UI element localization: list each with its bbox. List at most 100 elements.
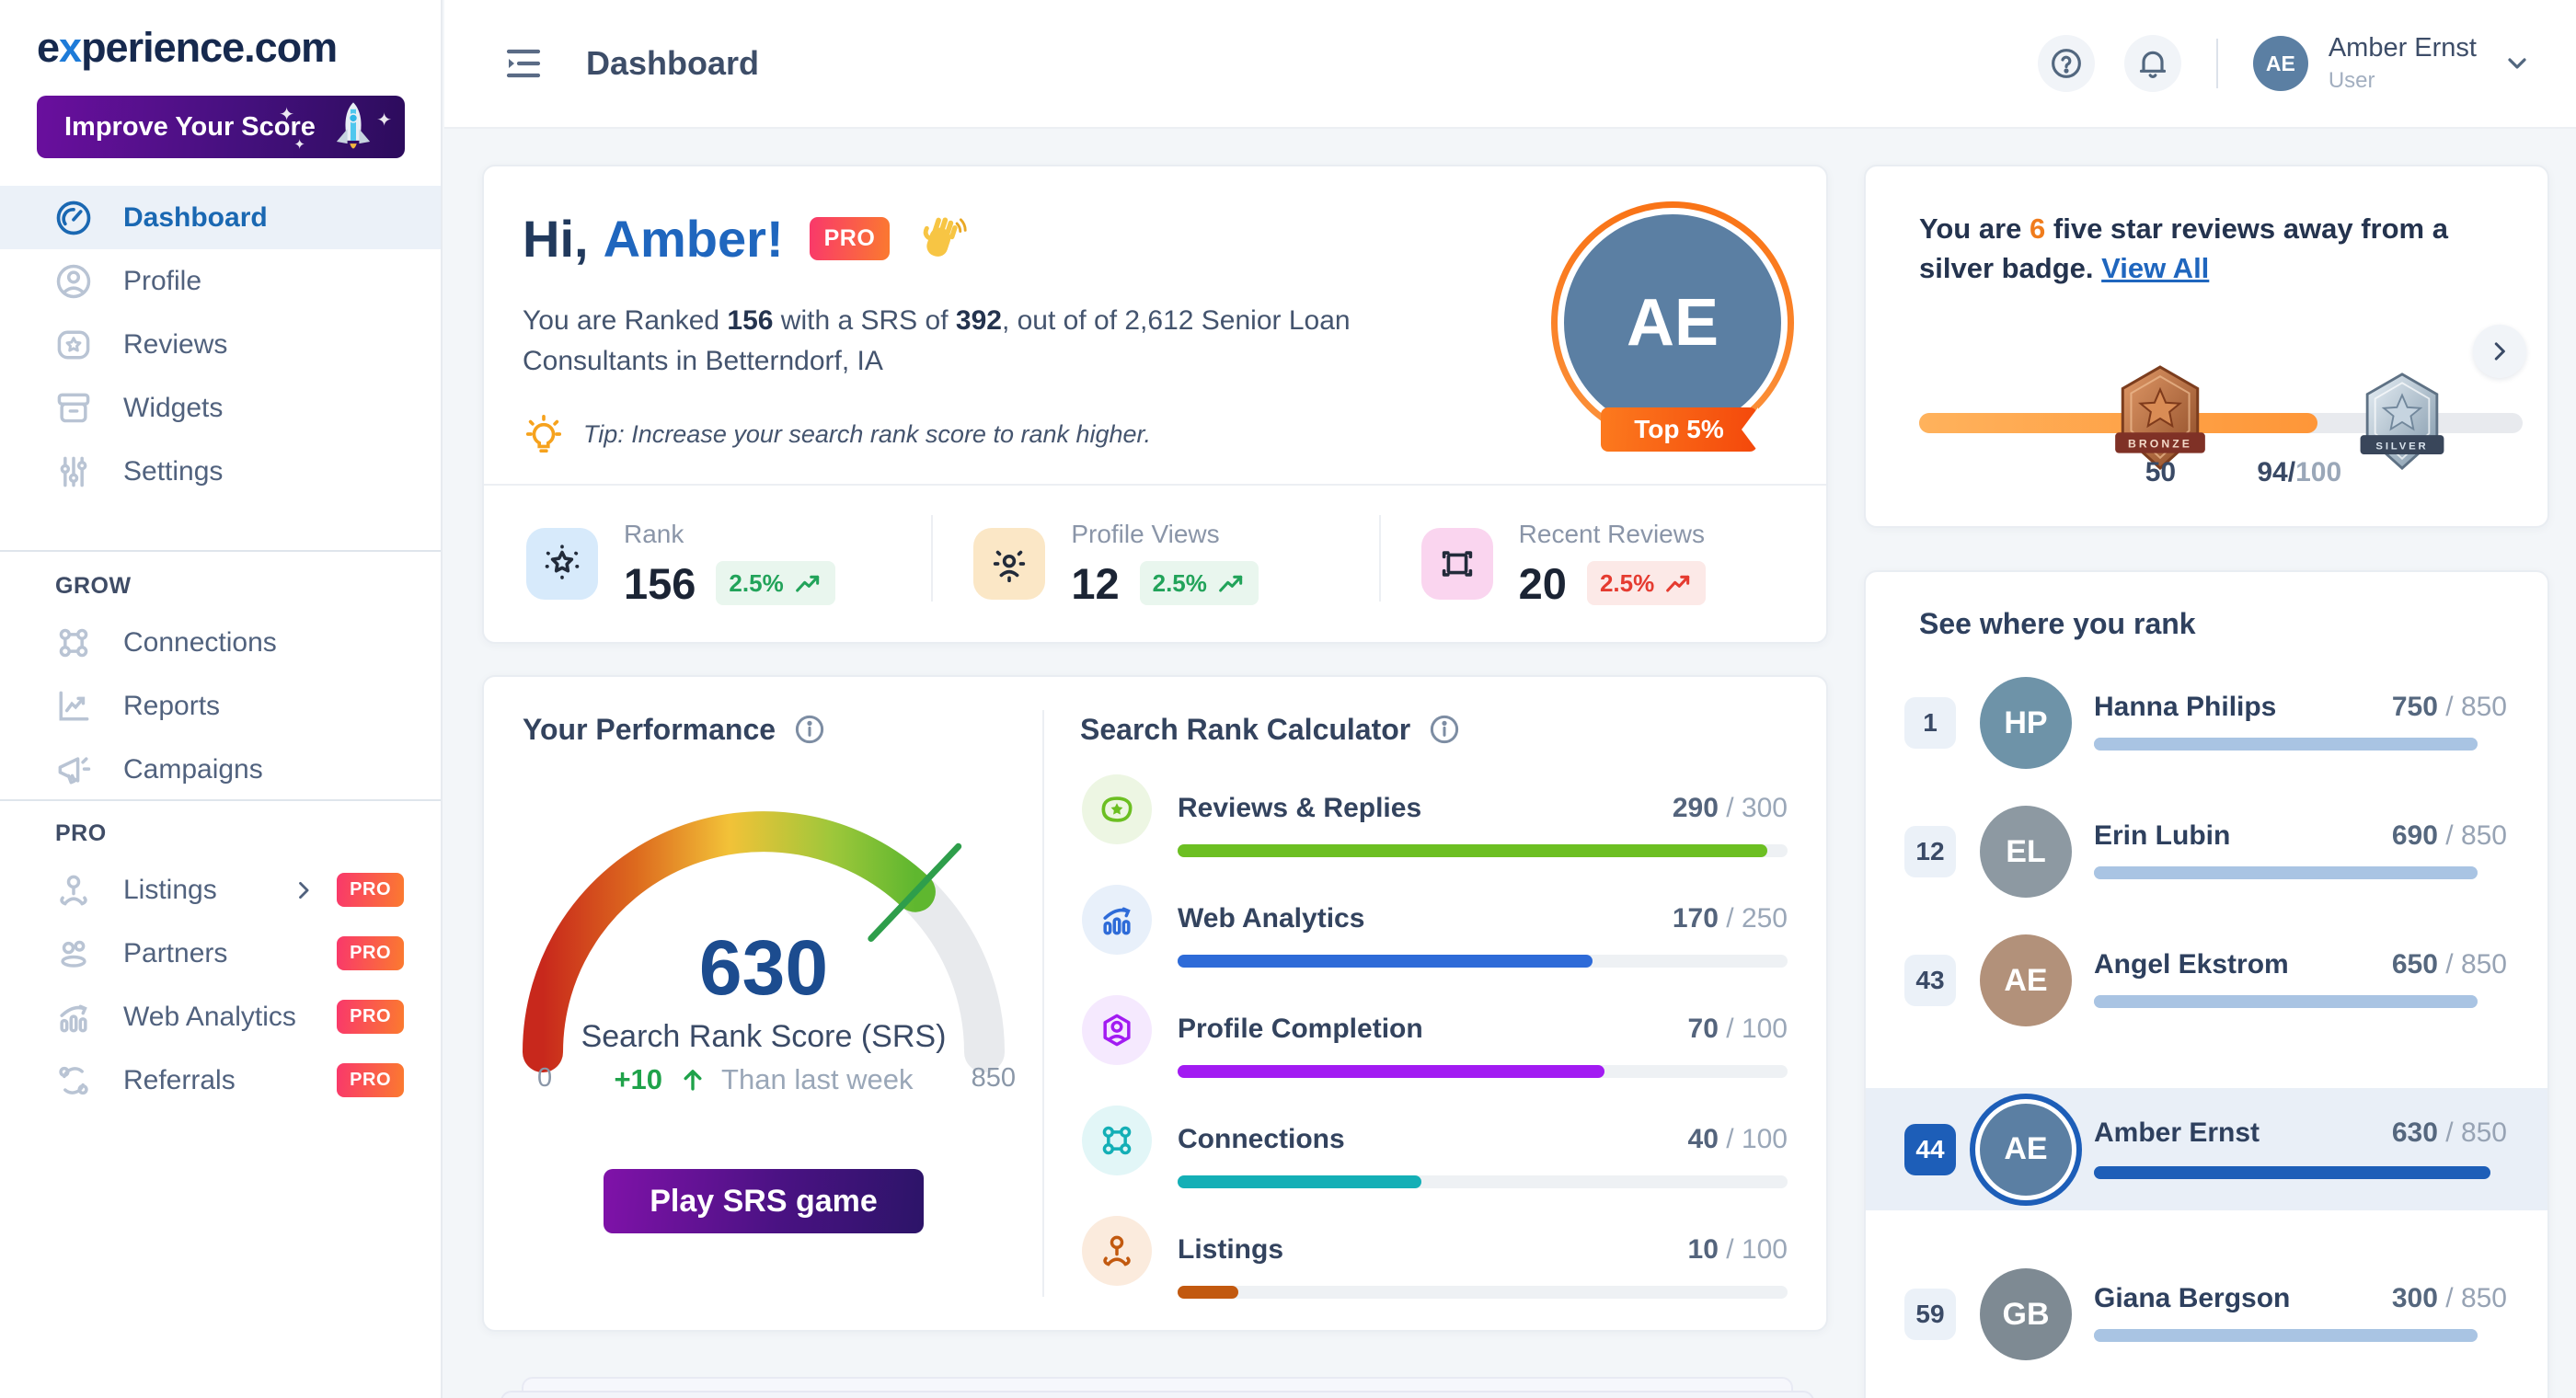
calc-row-web-analytics: Web Analytics 170 / 250 [1080, 876, 1788, 979]
sidebar-item-connections[interactable]: Connections [0, 611, 441, 674]
sidebar-item-referrals[interactable]: Referrals PRO [0, 1048, 441, 1112]
page-title: Dashboard [586, 44, 760, 82]
reviews-star-icon [53, 325, 94, 365]
avatar: EL [1980, 806, 2072, 898]
info-icon[interactable] [1427, 712, 1462, 747]
greeting-header: Hi, Amber! PRO [523, 209, 967, 269]
stat-value: 20 [1518, 558, 1567, 608]
score-bar [2094, 1329, 2478, 1342]
stat-rank: Rank 156 2.5% [484, 486, 931, 642]
sidebar-item-reports[interactable]: Reports [0, 674, 441, 738]
performance-card: Your Performance 630 Search Rank Score (… [482, 675, 1828, 1332]
leaderboard-row-current-user[interactable]: 44 AE Amber Ernst 630 / 850 [1866, 1088, 2547, 1210]
profile-photo-ring: AE [1551, 201, 1794, 444]
sidebar-item-listings[interactable]: Listings PRO [0, 858, 441, 922]
person-rays-icon [973, 528, 1046, 600]
sidebar-item-label: Reviews [123, 328, 228, 360]
greeting-hi: Hi, [523, 210, 589, 268]
badge-progress-fill [1919, 413, 2317, 433]
sidebar-item-dashboard[interactable]: Dashboard [0, 186, 441, 249]
performance-title-row: Your Performance [523, 712, 827, 747]
gauge-max-label: 850 [971, 1063, 1016, 1093]
info-icon[interactable] [792, 712, 827, 747]
sidebar-item-web-analytics[interactable]: Web Analytics PRO [0, 985, 441, 1048]
current-progress-value: 94/100 [2257, 457, 2342, 487]
srs-number: 392 [955, 305, 1002, 336]
delta-note: Than last week [721, 1063, 914, 1095]
top-5-percent-badge: Top 5% [1601, 407, 1758, 452]
calc-value: 70 / 100 [1687, 1014, 1788, 1044]
sidebar-item-widgets[interactable]: Widgets [0, 376, 441, 440]
calc-row-reviews-replies: Reviews & Replies 290 / 300 [1080, 765, 1788, 868]
sidebar-divider [0, 550, 441, 552]
logo-x-mark: x [59, 24, 82, 71]
person-score: 750 / 850 [2391, 692, 2507, 722]
calc-label: Reviews & Replies [1178, 793, 1422, 823]
sidebar-item-campaigns[interactable]: Campaigns [0, 738, 441, 801]
progress-bar [1178, 1065, 1788, 1078]
tip-row: Tip: Increase your search rank score to … [523, 413, 1151, 455]
person-score: 630 / 850 [2391, 1117, 2507, 1148]
sidebar-item-profile[interactable]: Profile [0, 249, 441, 313]
gauge-needle [868, 842, 962, 942]
sidebar-collapse-icon[interactable] [501, 41, 546, 86]
pro-badge: PRO [337, 1063, 404, 1097]
help-button[interactable] [2037, 35, 2095, 92]
logo-text-rest: perience.com [81, 24, 338, 71]
bronze-milestone-value: 50 [2145, 457, 2177, 487]
score-bar [2094, 1166, 2490, 1179]
user-role: User [2328, 68, 2375, 93]
badge-progress-card: You are 6 five star reviews away from a … [1864, 165, 2549, 528]
leaderboard-row[interactable]: 1 HP Hanna Philips 750 / 850 [1866, 668, 2547, 778]
sidebar: experience.com Improve Your Score ✦ ✦ ✦ … [0, 0, 443, 1398]
score-bar [2094, 738, 2478, 751]
stat-value: 156 [624, 558, 696, 608]
calc-row-listings: Listings 10 / 100 [1080, 1207, 1788, 1310]
stat-value: 12 [1071, 558, 1120, 608]
grow-section-title: GROW [55, 572, 132, 599]
leaderboard-card: See where you rank 1 HP Hanna Philips 75… [1864, 570, 2549, 1398]
user-info[interactable]: Amber Ernst User [2329, 33, 2477, 94]
stacked-card-edge [500, 1391, 1814, 1398]
play-srs-game-button[interactable]: Play SRS game [604, 1169, 924, 1233]
tip-text: Tip: Increase your search rank score to … [583, 419, 1152, 448]
score-bar [2094, 866, 2478, 879]
sidebar-pro-section: PRO Listings PRO Partners PRO Web Analyt… [0, 783, 441, 1112]
person-name: Amber Ernst [2094, 1117, 2260, 1148]
sidebar-item-label: Reports [123, 690, 221, 721]
sidebar-item-label: Widgets [123, 392, 224, 423]
sidebar-item-reviews[interactable]: Reviews [0, 313, 441, 376]
next-badges-button[interactable] [2473, 325, 2526, 378]
svg-text:SILVER: SILVER [2375, 441, 2428, 452]
improve-your-score-button[interactable]: Improve Your Score ✦ ✦ ✦ [37, 96, 405, 158]
notifications-button[interactable] [2123, 35, 2181, 92]
sidebar-item-settings[interactable]: Settings [0, 440, 441, 503]
progress-bar [1178, 1175, 1788, 1188]
leaderboard-row[interactable]: 59 GB Giana Bergson 300 / 850 [1866, 1259, 2547, 1369]
leaderboard-row[interactable]: 12 EL Erin Lubin 690 / 850 [1866, 796, 2547, 907]
calc-row-connections: Connections 40 / 100 [1080, 1096, 1788, 1199]
brand-logo[interactable]: experience.com [37, 24, 338, 72]
chevron-right-icon [291, 877, 316, 903]
lightbulb-icon [523, 413, 565, 455]
stats-row: Rank 156 2.5% Profile Views 12 2.5% [484, 486, 1826, 642]
gauge-footer: 0 +10 Than last week 850 [506, 1063, 1021, 1104]
listings-pin-icon [53, 870, 94, 911]
sidebar-main-nav: Dashboard Profile Reviews Widgets Settin… [0, 186, 441, 503]
sidebar-item-partners[interactable]: Partners PRO [0, 922, 441, 985]
sidebar-grow-section: GROW Connections Reports Campaigns [0, 522, 441, 801]
view-all-link[interactable]: View All [2101, 252, 2210, 285]
greeting-user-name: Amber! [603, 210, 784, 268]
top-bar-actions: AE Amber Ernst User [2037, 33, 2532, 94]
reports-chart-icon [53, 686, 94, 727]
leaderboard-row[interactable]: 43 AE Angel Ekstrom 650 / 850 [1866, 925, 2547, 1036]
logo-text: e [37, 24, 60, 71]
trend-chip: 2.5% [1586, 561, 1707, 605]
person-score: 650 / 850 [2391, 949, 2507, 980]
sidebar-item-label: Dashboard [123, 201, 268, 233]
user-avatar[interactable]: AE [2252, 36, 2308, 91]
delta-value: +10 [614, 1063, 663, 1095]
profile-photo: AE [1558, 208, 1788, 438]
chevron-down-icon[interactable] [2502, 49, 2532, 78]
